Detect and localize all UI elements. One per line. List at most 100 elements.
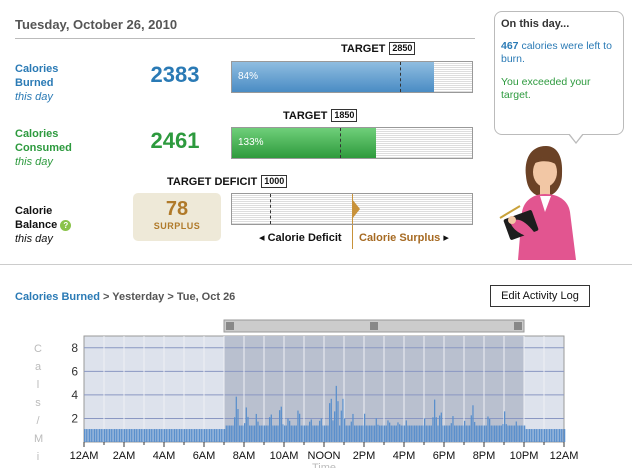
activity-bar — [485, 425, 487, 442]
activity-bar — [535, 429, 537, 442]
activity-bar — [265, 425, 267, 442]
activity-bar — [135, 429, 137, 442]
slider-grip[interactable] — [370, 322, 378, 330]
question-icon[interactable]: ? — [60, 219, 72, 231]
edit-activity-log-button[interactable]: Edit Activity Log — [490, 285, 590, 307]
activity-bar — [374, 425, 376, 442]
activity-bar — [179, 429, 181, 442]
activity-bar — [260, 425, 262, 442]
activity-bar — [414, 425, 416, 442]
activity-bar — [502, 424, 504, 442]
activity-bar — [475, 425, 477, 442]
activity-bar — [119, 429, 121, 442]
activity-bar — [334, 411, 336, 442]
activity-bar — [272, 425, 274, 442]
x-tick-label: 8AM — [233, 450, 256, 462]
activity-bar — [534, 429, 536, 442]
activity-bar — [152, 429, 154, 442]
activity-bar — [492, 425, 494, 442]
consumed-label: Calories Consumed this day — [15, 128, 72, 168]
activity-bar — [522, 425, 524, 442]
activity-bar — [257, 421, 259, 442]
activity-bar — [537, 429, 539, 442]
activity-bar — [127, 429, 129, 442]
activity-bar — [545, 429, 547, 442]
activity-bar — [339, 425, 341, 442]
activity-bar — [165, 429, 167, 442]
balance-target-value: 1000 — [261, 175, 288, 188]
activity-bar — [402, 425, 404, 442]
activity-bar — [384, 425, 386, 442]
activity-bar — [97, 429, 99, 442]
consumed-value: 2461 — [150, 128, 200, 153]
activity-bar — [504, 411, 506, 442]
activity-bar — [304, 425, 306, 442]
y-axis-label-char: / — [36, 415, 40, 427]
activity-bar — [385, 425, 387, 442]
activity-bar — [134, 429, 136, 442]
balance-axis-divider — [352, 225, 353, 249]
activity-bar — [325, 425, 327, 442]
activity-bar — [495, 425, 497, 442]
activity-bar — [404, 425, 406, 442]
burned-target-marker — [400, 62, 401, 92]
activity-bar — [232, 425, 234, 442]
activity-bar — [305, 425, 307, 442]
activity-bar — [277, 425, 279, 442]
activity-bar — [447, 425, 449, 442]
y-axis-label-char: i — [36, 451, 40, 463]
consumed-target-value: 1850 — [331, 109, 358, 122]
activity-bar — [274, 425, 276, 442]
breadcrumb-link-calories-burned[interactable]: Calories Burned — [15, 291, 100, 303]
date-title: Tuesday, October 26, 2010 — [15, 17, 178, 32]
activity-bar — [324, 425, 326, 442]
activity-bar — [539, 429, 541, 442]
activity-bar — [242, 425, 244, 442]
activity-bar — [542, 429, 544, 442]
activity-bar — [312, 425, 314, 442]
activity-bar — [430, 425, 432, 442]
activity-bar — [85, 429, 87, 442]
activity-bar — [357, 425, 359, 442]
activity-bar — [122, 429, 124, 442]
balance-value: 78 — [165, 198, 189, 220]
activity-bar — [554, 429, 556, 442]
activity-bar — [527, 429, 529, 442]
activity-bar — [224, 429, 226, 442]
activity-bar — [114, 429, 116, 442]
activity-bar — [125, 429, 127, 442]
activity-bar — [377, 424, 379, 442]
activity-bar — [197, 429, 199, 442]
activity-bar — [170, 429, 172, 442]
activity-bar — [552, 429, 554, 442]
activity-bar — [482, 425, 484, 442]
x-tick-label: 6PM — [433, 450, 456, 462]
activity-bar — [524, 425, 526, 442]
calories-per-minute-chart: 2 4 6 8 12AM 2AM 4AM 6AM 8AM 10AM NOON 2PM 4PM 6PM 8PM… — [70, 319, 578, 468]
activity-bar — [547, 429, 549, 442]
activity-bar — [142, 429, 144, 442]
activity-bar — [500, 425, 502, 442]
activity-bar — [514, 425, 516, 442]
activity-bar — [410, 425, 412, 442]
activity-bar — [314, 425, 316, 442]
activity-bar — [394, 425, 396, 442]
activity-bar — [255, 413, 257, 442]
activity-bar — [284, 425, 286, 442]
activity-bar — [365, 425, 367, 442]
activity-bar — [317, 425, 319, 442]
slider-handle[interactable] — [226, 322, 234, 330]
consumed-fill: 133% — [232, 128, 376, 158]
activity-bar — [292, 425, 294, 442]
activity-bar — [219, 429, 221, 442]
activity-bar — [360, 425, 362, 442]
y-tick-label: 4 — [71, 388, 78, 402]
activity-bar — [177, 429, 179, 442]
activity-bar — [290, 425, 292, 442]
activity-bar — [180, 429, 182, 442]
activity-bar — [302, 425, 304, 442]
slider-handle[interactable] — [514, 322, 522, 330]
activity-bar — [322, 425, 324, 442]
activity-bar — [395, 425, 397, 442]
activity-bar — [164, 429, 166, 442]
